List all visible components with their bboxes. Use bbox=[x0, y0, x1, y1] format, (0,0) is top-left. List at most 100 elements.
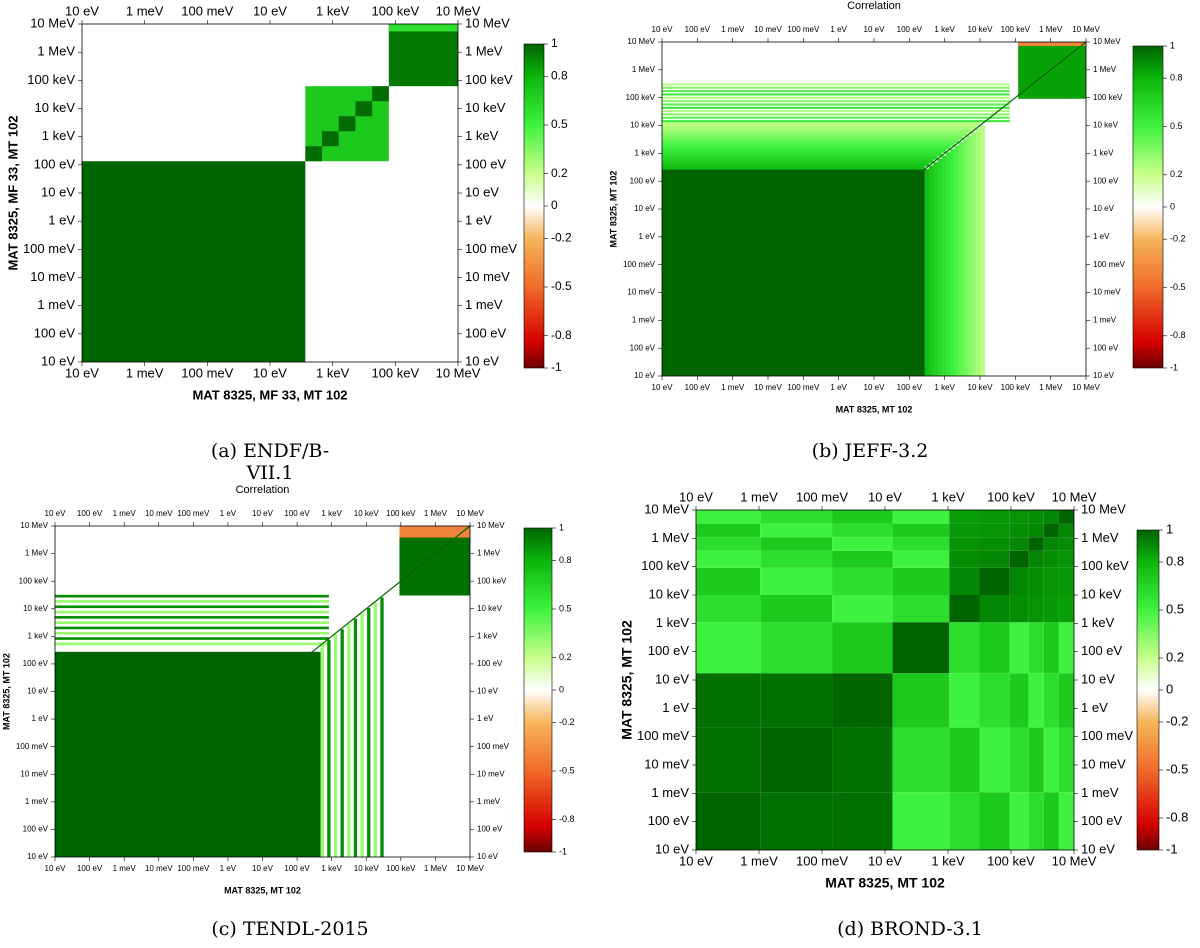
c-x-top-tick-label: 1 eV bbox=[220, 509, 237, 518]
c-x-top-tick-label: 100 eV bbox=[284, 509, 310, 518]
d-correlation-cell bbox=[1043, 727, 1059, 793]
b-y-left-tick-label: 1 keV bbox=[635, 148, 656, 157]
d-correlation-cell bbox=[760, 523, 833, 538]
c-stripe-row bbox=[55, 626, 329, 630]
d-correlation-cell bbox=[1043, 550, 1059, 568]
b-band-col bbox=[929, 165, 935, 376]
b-x-top-tick-label: 1 MeV bbox=[1039, 25, 1063, 34]
c-colorbar-label: 0.8 bbox=[559, 555, 572, 565]
c-y-axis-label: MAT 8325, MT 102 bbox=[1, 653, 11, 730]
b-x-bottom-tick-label: 1 eV bbox=[830, 383, 847, 392]
d-correlation-cell bbox=[832, 673, 893, 728]
c-y-right-tick-label: 10 meV bbox=[477, 769, 505, 778]
c-x-top-tick-label: 10 keV bbox=[354, 509, 380, 518]
d-y-left-tick-label: 10 eV bbox=[655, 841, 689, 856]
d-correlation-cell bbox=[696, 523, 761, 538]
b-hf-row bbox=[662, 113, 1010, 116]
b-x-bottom-tick-label: 10 eV bbox=[864, 383, 886, 392]
d-y-right-tick-label: 100 eV bbox=[1081, 643, 1123, 658]
a-x-top-tick-label: 1 meV bbox=[126, 3, 164, 18]
b-x-bottom-tick-label: 100 eV bbox=[685, 383, 711, 392]
c-colorbar-label: 1 bbox=[559, 522, 564, 532]
d-correlation-cell bbox=[760, 510, 833, 524]
d-colorbar-label: 0.5 bbox=[1166, 601, 1184, 616]
b-hf-row bbox=[662, 120, 1010, 123]
b-y-right-tick-label: 10 eV bbox=[1093, 204, 1115, 213]
b-hf-row bbox=[662, 116, 1010, 119]
b-colorbar-label: -0.8 bbox=[1170, 330, 1186, 340]
d-y-right-tick-label: 100 keV bbox=[1081, 558, 1129, 573]
heatmap-cells-tendl bbox=[54, 525, 471, 858]
c-colorbar-label: -0.2 bbox=[559, 717, 575, 727]
a-y-left-tick-label: 100 eV bbox=[34, 325, 76, 340]
b-x-top-tick-label: 100 eV bbox=[897, 25, 923, 34]
d-y-right-tick-label: 1 keV bbox=[1081, 615, 1115, 630]
d-correlation-cell bbox=[892, 523, 950, 538]
b-x-top-tick-label: 10 meV bbox=[754, 25, 782, 34]
a-colorbar-label: 0 bbox=[551, 198, 558, 212]
d-correlation-cell bbox=[949, 550, 980, 568]
caption-a: (a) ENDF/B-VII.1 bbox=[210, 440, 330, 484]
c-x-top-tick-label: 10 MeV bbox=[456, 509, 484, 518]
d-correlation-cell bbox=[1043, 622, 1059, 674]
d-correlation-cell bbox=[1009, 673, 1029, 728]
c-y-right-tick-label: 1 keV bbox=[477, 631, 498, 640]
caption-d: (d) BROND-3.1 bbox=[837, 918, 983, 940]
b-y-right-tick-label: 1 eV bbox=[1093, 232, 1110, 241]
b-band-col bbox=[941, 155, 947, 376]
d-colorbar-label: -0.8 bbox=[1166, 809, 1188, 824]
d-correlation-cell bbox=[832, 510, 893, 524]
b-y-left-tick-label: 1 MeV bbox=[632, 65, 656, 74]
b-y-right-tick-label: 1 meV bbox=[1093, 315, 1117, 324]
d-x-bottom-tick-label: 10 eV bbox=[679, 853, 713, 868]
d-correlation-cell bbox=[1058, 550, 1074, 568]
d-correlation-cell bbox=[1058, 567, 1074, 595]
c-high-energy-block bbox=[399, 535, 470, 596]
c-y-left-tick-label: 10 MeV bbox=[20, 521, 48, 530]
d-correlation-cell bbox=[1043, 567, 1059, 595]
a-x-top-tick-label: 100 keV bbox=[371, 3, 419, 18]
d-correlation-cell bbox=[696, 510, 761, 524]
b-y-left-tick-label: 1 meV bbox=[632, 315, 656, 324]
b-x-top-tick-label: 10 eV bbox=[864, 25, 886, 34]
a-y-left-tick-label: 10 meV bbox=[30, 269, 75, 284]
d-x-bottom-tick-label: 100 meV bbox=[796, 853, 848, 868]
d-correlation-cell bbox=[1028, 727, 1044, 793]
d-x-bottom-tick-label: 100 keV bbox=[987, 853, 1035, 868]
a-y-right-tick-label: 10 eV bbox=[465, 184, 499, 199]
b-band-col bbox=[937, 158, 943, 376]
b-high-energy-edge bbox=[1018, 42, 1086, 47]
c-y-right-tick-label: 1 eV bbox=[477, 714, 494, 723]
c-y-left-tick-label: 1 meV bbox=[25, 797, 49, 806]
d-correlation-cell bbox=[696, 550, 761, 568]
a-y-left-tick-label: 10 eV bbox=[41, 184, 75, 199]
d-correlation-cell bbox=[696, 537, 761, 551]
c-x-bottom-tick-label: 100 meV bbox=[177, 864, 210, 873]
b-band-col bbox=[933, 162, 939, 376]
d-y-right-tick-label: 10 meV bbox=[1081, 756, 1126, 771]
b-band-col bbox=[967, 135, 973, 376]
b-band-row bbox=[662, 165, 925, 170]
d-correlation-cell bbox=[832, 523, 893, 538]
a-y-right-tick-label: 100 eV bbox=[465, 156, 507, 171]
a-colorbar-label: 0.8 bbox=[551, 69, 568, 83]
b-x-bottom-tick-label: 10 eV bbox=[652, 383, 674, 392]
b-x-top-tick-label: 100 meV bbox=[787, 25, 820, 34]
d-correlation-cell bbox=[696, 595, 761, 623]
heatmap-cells-jeff bbox=[661, 41, 1087, 377]
d-correlation-cell bbox=[949, 510, 980, 524]
b-x-top-tick-label: 100 eV bbox=[685, 25, 711, 34]
d-correlation-cell bbox=[949, 537, 980, 551]
d-correlation-cell bbox=[949, 792, 980, 850]
d-correlation-cell bbox=[1028, 595, 1044, 623]
d-correlation-cell bbox=[892, 510, 950, 524]
a-y-left-tick-label: 1 MeV bbox=[37, 44, 75, 59]
c-y-right-tick-label: 1 meV bbox=[477, 797, 501, 806]
d-correlation-cell bbox=[949, 595, 980, 623]
c-stripe-col bbox=[320, 645, 324, 857]
d-correlation-cell bbox=[1058, 595, 1074, 623]
a-y-left-tick-label: 10 keV bbox=[35, 100, 76, 115]
d-y-right-tick-label: 1 meV bbox=[1081, 785, 1119, 800]
